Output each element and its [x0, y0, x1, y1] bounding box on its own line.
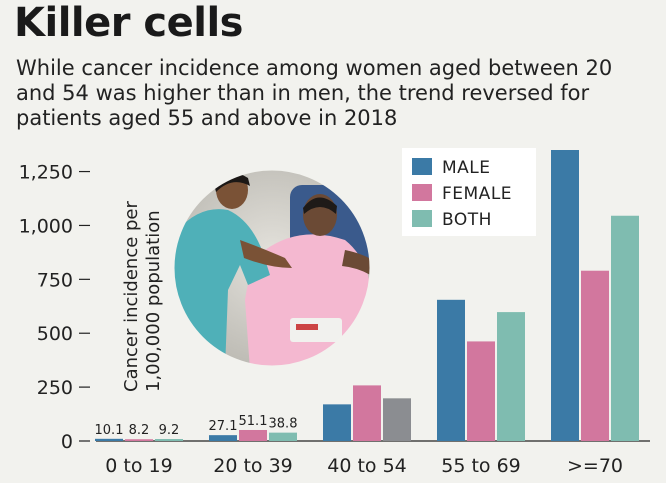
- bar-male: [551, 150, 579, 441]
- y-tick-label: 250: [37, 377, 73, 399]
- legend-swatch-male: [412, 158, 432, 175]
- bars: [95, 150, 639, 441]
- data-label: 38.8: [269, 417, 298, 432]
- y-tick-label: 750: [37, 269, 73, 291]
- y-tick-label: 1,000: [19, 215, 73, 237]
- x-ticks: 0 to 19 20 to 39 40 to 54 55 to 69 >=70: [105, 455, 623, 477]
- x-tick-label: 55 to 69: [441, 455, 521, 477]
- bar-male: [437, 299, 465, 441]
- x-tick-label: 40 to 54: [327, 455, 407, 477]
- bar-both: [383, 398, 411, 441]
- y-tick-label: 0: [61, 431, 73, 453]
- data-label: 10.1: [95, 423, 124, 438]
- legend: MALE FEMALE BOTH: [402, 148, 536, 236]
- y-tick-label: 500: [37, 323, 73, 345]
- bar-both: [155, 439, 183, 441]
- legend-label-female: FEMALE: [442, 184, 512, 204]
- bar-female: [239, 429, 267, 441]
- bar-both: [269, 432, 297, 441]
- data-label: 27.1: [209, 419, 238, 434]
- bar-female: [581, 270, 609, 441]
- legend-label-male: MALE: [442, 158, 491, 178]
- bar-both: [497, 312, 525, 441]
- data-label: 8.2: [129, 423, 150, 438]
- y-tick-label: 1,250: [19, 162, 73, 184]
- legend-swatch-both: [412, 210, 432, 227]
- x-tick-label: >=70: [567, 455, 623, 477]
- data-label: 9.2: [159, 423, 180, 438]
- x-tick-label: 0 to 19: [105, 455, 172, 477]
- bar-male: [95, 438, 123, 441]
- bar-female: [467, 341, 495, 441]
- chart-subtitle: While cancer incidence among women aged …: [16, 56, 613, 130]
- svg-text:1,00,000 population: 1,00,000 population: [143, 210, 164, 392]
- y-ticks: 0 250 500 750 1,000 1,250: [19, 162, 90, 453]
- chart-title: Killer cells: [14, 0, 243, 46]
- y-axis-label: Cancer incidence per 1,00,000 population: [121, 200, 164, 392]
- data-label: 51.1: [239, 414, 268, 429]
- value-labels: 10.1 8.2 9.2 27.1 51.1 38.8: [95, 414, 298, 438]
- legend-swatch-female: [412, 184, 432, 201]
- svg-text:Cancer incidence per: Cancer incidence per: [121, 200, 142, 392]
- bar-female: [125, 439, 153, 441]
- x-tick-label: 20 to 39: [213, 455, 293, 477]
- bar-male: [323, 404, 351, 441]
- patient-photo: [171, 167, 373, 369]
- bar-both: [611, 215, 639, 441]
- bar-female: [353, 385, 381, 441]
- legend-label-both: BOTH: [442, 210, 492, 230]
- bar-male: [209, 435, 237, 441]
